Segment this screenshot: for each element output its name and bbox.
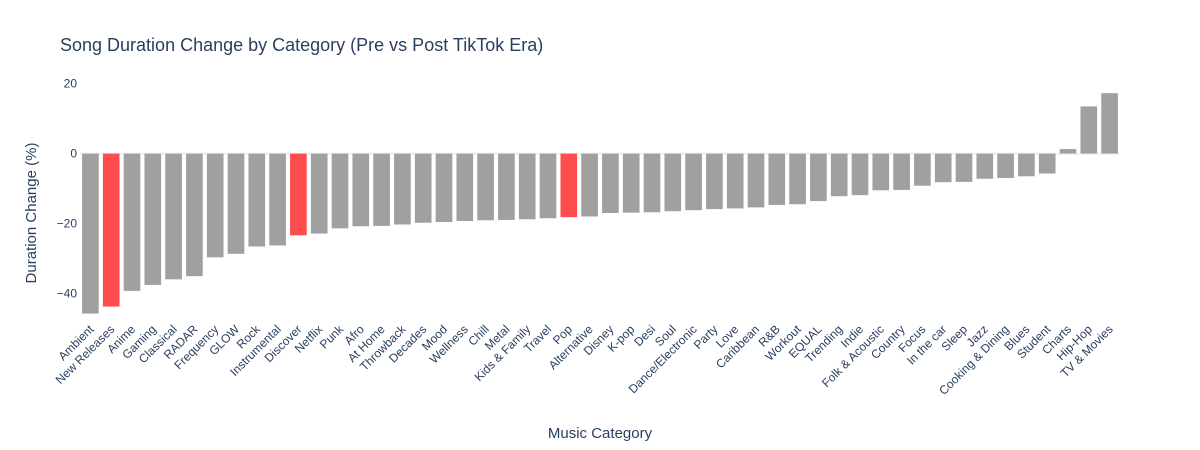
bar[interactable] bbox=[539, 153, 557, 219]
bar[interactable] bbox=[643, 153, 661, 213]
bar[interactable] bbox=[747, 153, 765, 208]
bar[interactable] bbox=[830, 153, 848, 197]
bar[interactable] bbox=[581, 153, 598, 217]
y-tick-label: 20 bbox=[64, 77, 78, 91]
bar[interactable] bbox=[206, 153, 224, 258]
bar[interactable] bbox=[1018, 153, 1035, 177]
bar[interactable] bbox=[685, 153, 702, 211]
bar[interactable] bbox=[560, 153, 578, 218]
bar[interactable] bbox=[310, 153, 328, 234]
bar[interactable] bbox=[331, 153, 349, 229]
chart-title: Song Duration Change by Category (Pre vs… bbox=[60, 35, 543, 55]
bar[interactable] bbox=[934, 153, 952, 183]
bar[interactable] bbox=[394, 153, 411, 225]
bar[interactable] bbox=[622, 153, 640, 213]
x-axis-title: Music Category bbox=[548, 425, 653, 442]
y-tick-label: −20 bbox=[57, 216, 78, 230]
bar[interactable] bbox=[186, 153, 203, 277]
bar[interactable] bbox=[955, 153, 973, 182]
bar[interactable] bbox=[248, 153, 266, 247]
y-axis-ticks: −40 −20 0 20 bbox=[57, 77, 78, 301]
bar[interactable] bbox=[1059, 149, 1077, 154]
bar[interactable] bbox=[706, 153, 723, 210]
bar[interactable] bbox=[435, 153, 453, 223]
bar[interactable] bbox=[456, 153, 474, 222]
bar[interactable] bbox=[102, 153, 120, 307]
bar[interactable] bbox=[872, 153, 890, 191]
bar[interactable] bbox=[602, 153, 619, 213]
bar[interactable] bbox=[352, 153, 370, 227]
bar[interactable] bbox=[414, 153, 432, 223]
bar[interactable] bbox=[914, 153, 931, 186]
bar[interactable] bbox=[976, 153, 994, 179]
y-tick-label: −40 bbox=[57, 286, 78, 300]
bar[interactable] bbox=[269, 153, 286, 246]
bar[interactable] bbox=[789, 153, 806, 205]
bar[interactable] bbox=[498, 153, 515, 220]
bar[interactable] bbox=[165, 153, 182, 280]
bar[interactable] bbox=[290, 153, 307, 236]
bar[interactable] bbox=[82, 153, 99, 314]
bar[interactable] bbox=[664, 153, 682, 212]
bar[interactable] bbox=[144, 153, 162, 285]
bar[interactable] bbox=[997, 153, 1014, 179]
bar[interactable] bbox=[768, 153, 786, 205]
bars-layer bbox=[82, 93, 1118, 314]
bar[interactable] bbox=[1080, 106, 1098, 154]
bar[interactable] bbox=[123, 153, 141, 291]
x-tick-label: Desi bbox=[631, 322, 658, 349]
bar[interactable] bbox=[227, 153, 245, 254]
y-axis-title: Duration Change (%) bbox=[23, 143, 40, 284]
y-tick-label: 0 bbox=[70, 147, 77, 161]
bar[interactable] bbox=[893, 153, 910, 190]
bar[interactable] bbox=[518, 153, 536, 220]
bar[interactable] bbox=[477, 153, 494, 221]
bar[interactable] bbox=[1038, 153, 1056, 174]
bar[interactable] bbox=[851, 153, 869, 196]
bar[interactable] bbox=[373, 153, 390, 226]
bar[interactable] bbox=[1101, 93, 1118, 154]
bar[interactable] bbox=[726, 153, 744, 209]
bar[interactable] bbox=[810, 153, 827, 202]
